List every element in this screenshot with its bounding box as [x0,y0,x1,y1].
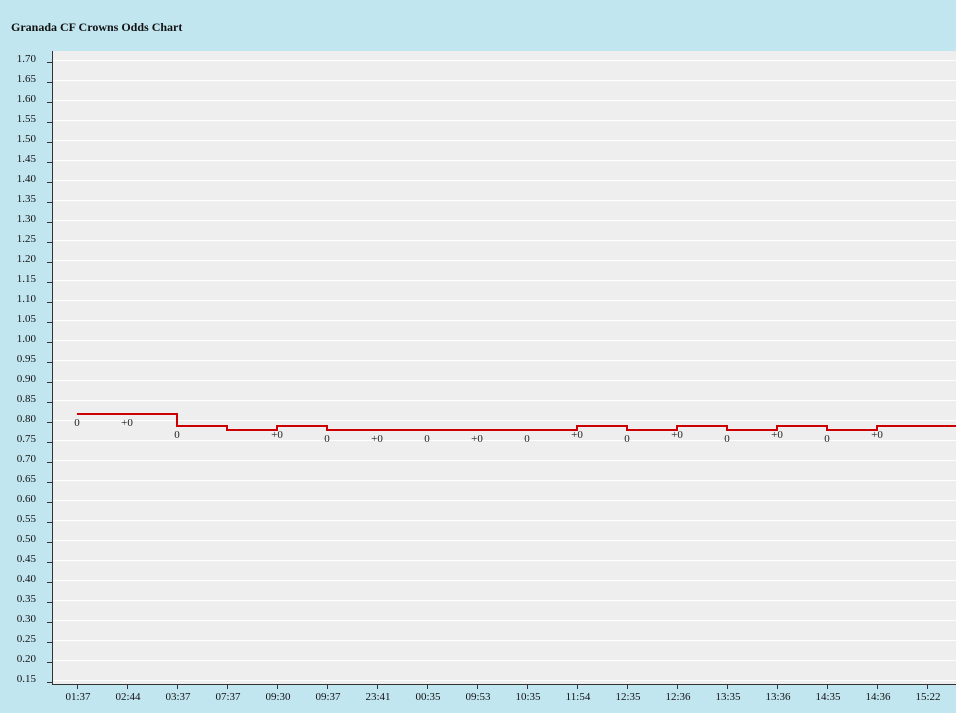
y-tick-label: 0.30 [17,613,37,625]
point-label: +0 [471,433,483,445]
x-tick-label: 11:54 [566,691,591,703]
point-label: 0 [424,433,430,445]
y-tick-label: 1.60 [17,93,37,105]
y-tick-label: 0.80 [17,413,37,425]
point-label: +0 [121,417,133,429]
grid-lines [52,60,956,681]
y-tick-label: 1.15 [17,273,37,285]
y-tick-label: 0.85 [17,393,37,405]
x-tick-label: 10:35 [515,691,541,703]
x-tick-label: 07:37 [215,691,241,703]
point-label: +0 [671,429,683,441]
point-label: 0 [724,433,730,445]
odds-line [77,413,956,431]
x-tick-label: 23:41 [365,691,390,703]
series-line [77,413,956,431]
y-tick-label: 0.75 [17,433,37,445]
x-tick-label: 12:36 [665,691,691,703]
y-tick-label: 1.45 [17,153,37,165]
x-axis: 01:37 02:44 03:37 07:37 09:30 09:37 23:41 00:35… [52,684,956,703]
point-label: 0 [824,433,830,445]
x-tick-label: 09:30 [265,691,291,703]
point-label: 0 [324,433,330,445]
y-tick-label: 0.60 [17,493,37,505]
point-label: +0 [271,429,283,441]
x-tick-label: 14:36 [865,691,891,703]
x-tick-label: 00:35 [415,691,441,703]
y-tick-label: 1.20 [17,253,37,265]
y-tick-label: 0.95 [17,353,37,365]
y-tick-label: 1.40 [17,173,37,185]
y-tick-label: 1.30 [17,213,37,225]
point-label: +0 [571,429,583,441]
y-tick-label: 1.55 [17,113,37,125]
point-label: 0 [174,429,180,441]
y-tick-label: 0.40 [17,573,37,585]
y-tick-label: 1.00 [17,333,37,345]
x-tick-label: 13:35 [715,691,741,703]
y-tick-label: 0.45 [17,553,37,565]
x-tick-label: 13:36 [765,691,791,703]
point-label: 0 [624,433,630,445]
x-tick-label: 14:35 [815,691,841,703]
y-tick-label: 0.50 [17,533,37,545]
point-label: 0 [74,417,80,429]
y-tick-label: 0.90 [17,373,37,385]
x-tick-label: 01:37 [65,691,91,703]
y-tick-label: 0.70 [17,453,37,465]
x-tick-label: 02:44 [115,691,141,703]
y-tick-label: 0.55 [17,513,37,525]
y-tick-label: 0.20 [17,653,37,665]
x-tick-label: 09:53 [465,691,491,703]
y-tick-label: 0.25 [17,633,37,645]
y-tick-label: 1.65 [17,73,37,85]
point-label: 0 [524,433,530,445]
y-tick-label: 1.35 [17,193,37,205]
point-label: +0 [371,433,383,445]
y-tick-label: 1.05 [17,313,37,325]
point-labels: 0 +0 0 +0 0 +0 0 +0 0 +0 0 +0 0 +0 0 +0 [74,417,883,445]
x-tick-label: 09:37 [315,691,341,703]
x-tick-label: 15:22 [915,691,940,703]
y-tick-label: 0.65 [17,473,37,485]
plot-area [52,51,956,684]
point-label: +0 [771,429,783,441]
point-label: +0 [871,429,883,441]
y-tick-label: 1.70 [17,53,37,65]
x-tick-label: 12:35 [615,691,641,703]
chart-title: Granada CF Crowns Odds Chart [11,20,183,34]
y-tick-label: 1.10 [17,293,37,305]
y-tick-label: 1.50 [17,133,37,145]
y-tick-label: 0.15 [17,673,37,685]
y-tick-label: 0.35 [17,593,37,605]
x-tick-label: 03:37 [165,691,191,703]
y-tick-label: 1.25 [17,233,37,245]
y-axis: 1.70 1.65 1.60 1.55 1.50 1.45 1.40 1.35 1.30 1.25… [17,51,53,685]
